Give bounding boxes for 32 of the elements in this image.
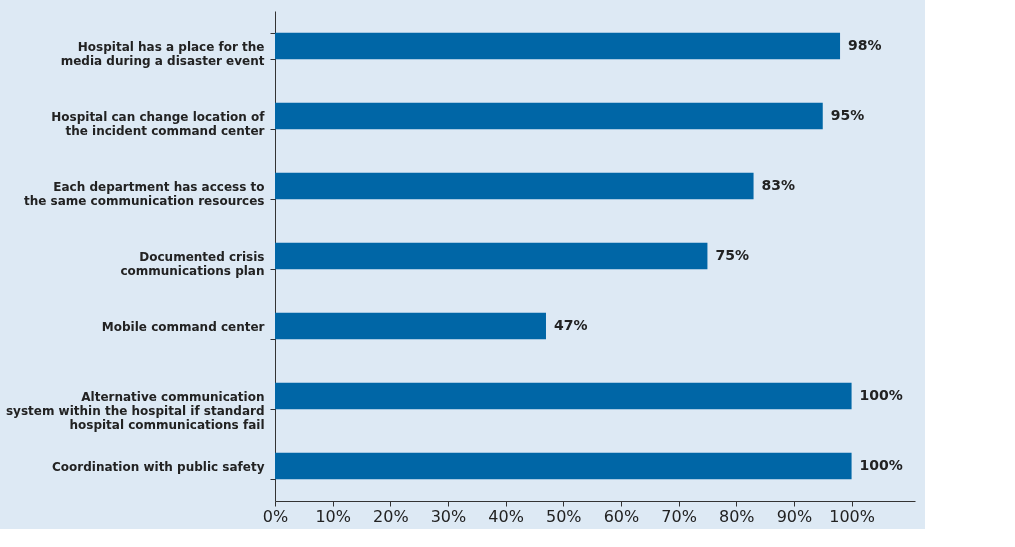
x-tick-label: 50% bbox=[546, 506, 582, 526]
bar bbox=[275, 32, 841, 60]
bar bbox=[275, 172, 754, 200]
x-tick-label: 90% bbox=[776, 506, 813, 526]
y-tick-label: Coordination with public safety bbox=[52, 459, 265, 474]
bar bbox=[275, 382, 852, 410]
x-tick-label: 0% bbox=[262, 506, 289, 526]
data-label: 98% bbox=[848, 37, 882, 53]
data-label: 95% bbox=[830, 107, 865, 123]
data-label: 100% bbox=[859, 457, 903, 473]
bar bbox=[275, 102, 823, 130]
bar bbox=[275, 312, 546, 340]
y-tick-label: Mobile command center bbox=[101, 319, 265, 334]
data-label: 100% bbox=[859, 387, 903, 403]
x-tick-label: 10% bbox=[315, 506, 351, 526]
x-tick-label: 20% bbox=[373, 506, 409, 526]
x-tick-label: 100% bbox=[829, 506, 875, 526]
bar bbox=[275, 242, 708, 270]
x-tick-label: 80% bbox=[718, 506, 755, 526]
data-label: 75% bbox=[715, 247, 749, 263]
data-label: 83% bbox=[761, 177, 796, 193]
y-tick-label: Each department has access to the same communication resources bbox=[23, 179, 265, 208]
x-tick-label: 60% bbox=[603, 506, 640, 526]
y-tick-label: Documented crisis communications plan bbox=[120, 249, 265, 278]
y-tick-label: Hospital can change location of the incident command center bbox=[51, 109, 266, 138]
x-tick-label: 70% bbox=[661, 506, 697, 526]
x-tick-label: 30% bbox=[430, 506, 467, 526]
data-label: 47% bbox=[553, 317, 588, 333]
y-tick-label: Alternative communication system within the hospital if standard hospital communications fail bbox=[5, 389, 265, 432]
y-tick-label: Hospital has a place for the media during a disaster event bbox=[60, 39, 265, 68]
bar bbox=[275, 452, 852, 480]
x-tick-label: 40% bbox=[488, 506, 524, 526]
